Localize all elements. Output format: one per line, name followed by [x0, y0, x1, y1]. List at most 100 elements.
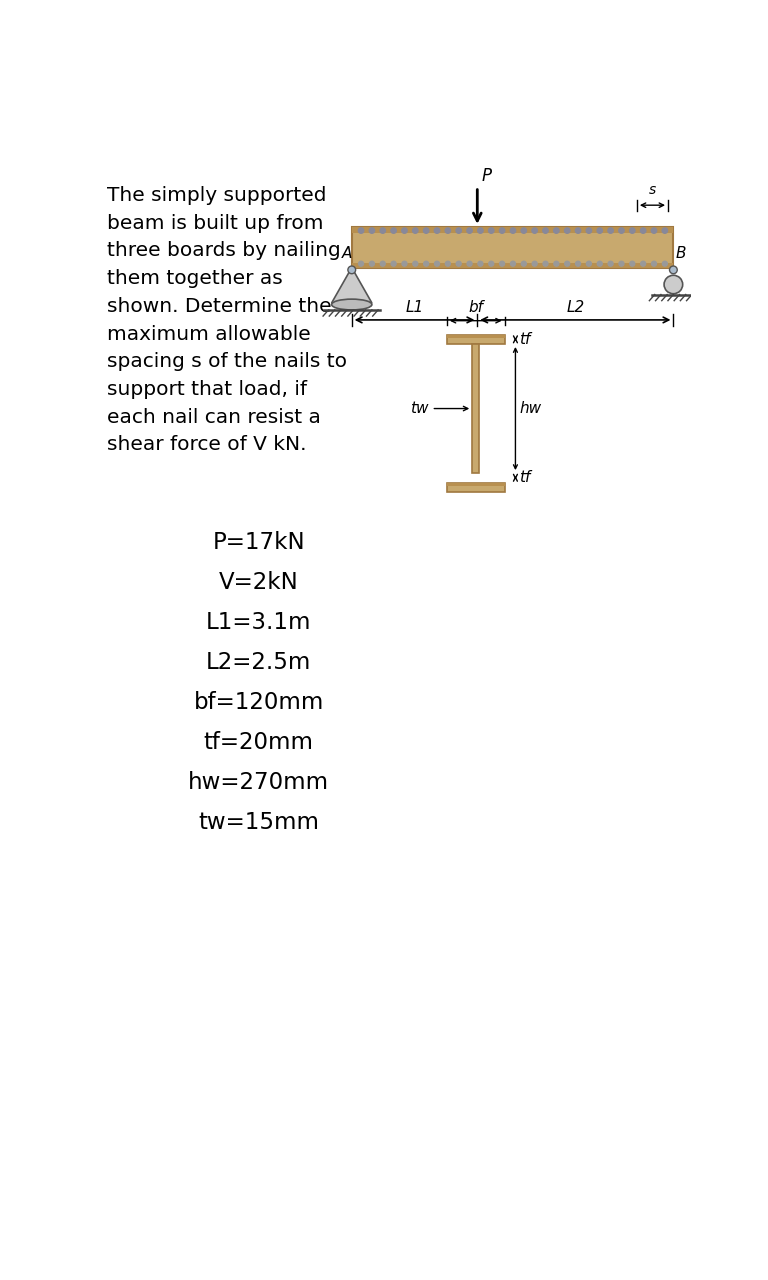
Text: support that load, if: support that load, if [107, 380, 307, 399]
Text: tf: tf [519, 470, 531, 485]
Circle shape [554, 261, 559, 266]
Circle shape [467, 228, 472, 233]
Circle shape [662, 228, 667, 233]
Circle shape [598, 261, 602, 266]
Text: them together as: them together as [107, 269, 283, 288]
Text: tf: tf [519, 332, 531, 347]
Bar [447, 334, 505, 338]
Text: P: P [482, 168, 492, 186]
Bar [447, 334, 505, 344]
Circle shape [391, 261, 396, 266]
Text: tw: tw [410, 401, 429, 416]
Circle shape [424, 261, 429, 266]
Circle shape [575, 261, 581, 266]
Circle shape [641, 261, 646, 266]
Circle shape [651, 261, 657, 266]
Circle shape [488, 228, 494, 233]
Bar [352, 227, 674, 268]
Text: V=2kN: V=2kN [219, 571, 299, 594]
Circle shape [435, 261, 439, 266]
Text: shown. Determine the: shown. Determine the [107, 297, 332, 316]
Ellipse shape [332, 300, 372, 310]
Polygon shape [332, 268, 372, 303]
Bar [352, 262, 674, 268]
Text: tf=20mm: tf=20mm [204, 731, 314, 754]
Bar [352, 227, 674, 233]
Text: each nail can resist a: each nail can resist a [107, 408, 321, 426]
Circle shape [445, 261, 450, 266]
Circle shape [630, 261, 635, 266]
Circle shape [456, 261, 461, 266]
Text: three boards by nailing: three boards by nailing [107, 242, 340, 260]
Circle shape [510, 228, 515, 233]
Circle shape [641, 228, 646, 233]
Text: L1: L1 [406, 301, 424, 315]
Circle shape [543, 228, 548, 233]
Circle shape [532, 228, 538, 233]
Circle shape [543, 261, 548, 266]
Circle shape [564, 228, 570, 233]
Circle shape [500, 261, 505, 266]
Circle shape [554, 228, 559, 233]
Circle shape [359, 228, 364, 233]
Text: P=17kN: P=17kN [213, 531, 305, 554]
Circle shape [445, 228, 451, 233]
Bar [447, 483, 505, 486]
Circle shape [413, 261, 418, 266]
Text: B: B [676, 246, 687, 261]
Circle shape [608, 261, 613, 266]
Circle shape [348, 266, 356, 274]
Circle shape [586, 228, 591, 233]
Text: s: s [649, 183, 656, 197]
Circle shape [434, 228, 440, 233]
Text: The simply supported: The simply supported [107, 186, 326, 205]
Circle shape [423, 228, 429, 233]
Circle shape [478, 228, 483, 233]
Text: beam is built up from: beam is built up from [107, 214, 323, 233]
Bar [472, 344, 479, 474]
Text: maximum allowable: maximum allowable [107, 325, 310, 343]
Circle shape [670, 266, 677, 274]
Circle shape [619, 261, 624, 266]
Circle shape [521, 261, 526, 266]
Text: L1=3.1m: L1=3.1m [206, 611, 312, 634]
Circle shape [499, 228, 505, 233]
Circle shape [359, 261, 363, 266]
Text: L2=2.5m: L2=2.5m [206, 652, 312, 675]
Circle shape [651, 228, 657, 233]
Text: A: A [342, 246, 353, 261]
Text: spacing s of the nails to: spacing s of the nails to [107, 352, 347, 371]
Text: L2: L2 [566, 301, 584, 315]
Circle shape [575, 228, 581, 233]
Circle shape [664, 275, 683, 293]
Circle shape [402, 228, 407, 233]
Circle shape [478, 261, 483, 266]
Circle shape [380, 228, 386, 233]
Circle shape [488, 261, 494, 266]
Circle shape [380, 261, 386, 266]
Circle shape [369, 261, 374, 266]
Text: hw=270mm: hw=270mm [188, 771, 329, 794]
Circle shape [521, 228, 527, 233]
Text: shear force of V kN.: shear force of V kN. [107, 435, 306, 454]
Circle shape [532, 261, 537, 266]
Circle shape [402, 261, 407, 266]
Circle shape [391, 228, 396, 233]
Text: hw: hw [519, 401, 541, 416]
Circle shape [456, 228, 462, 233]
Circle shape [369, 228, 375, 233]
Text: bf: bf [468, 301, 483, 315]
Circle shape [662, 261, 667, 266]
Circle shape [608, 228, 614, 233]
Circle shape [511, 261, 515, 266]
Circle shape [587, 261, 591, 266]
Text: tw=15mm: tw=15mm [198, 812, 319, 835]
Circle shape [412, 228, 418, 233]
Circle shape [467, 261, 472, 266]
Circle shape [564, 261, 570, 266]
Bar [447, 483, 505, 492]
Text: bf=120mm: bf=120mm [194, 691, 324, 714]
Circle shape [619, 228, 624, 233]
Circle shape [597, 228, 602, 233]
Circle shape [630, 228, 635, 233]
